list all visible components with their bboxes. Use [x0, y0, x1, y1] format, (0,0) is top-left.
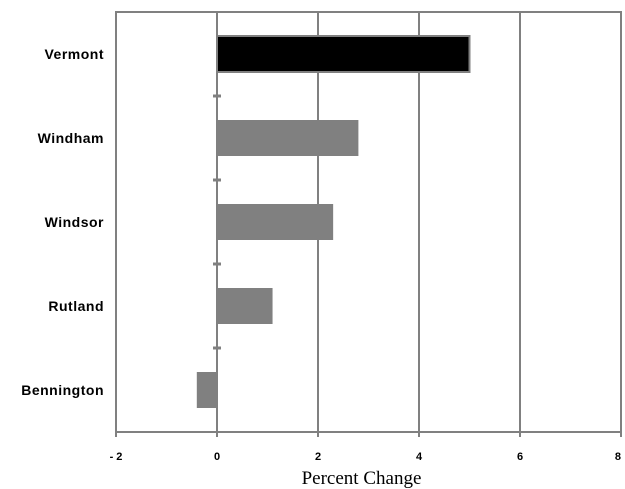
category-label-windsor: Windsor: [45, 214, 104, 230]
category-label-bennington: Bennington: [21, 382, 104, 398]
x-tick-label-1: 0: [214, 451, 220, 463]
bar-rutland: [217, 288, 273, 324]
bar-windham: [217, 120, 359, 156]
x-tick-label-3: 4: [416, 451, 423, 463]
bar-windsor: [217, 204, 334, 240]
bar-bennington: [196, 372, 217, 408]
x-tick-label-2: 2: [315, 451, 321, 463]
bar-vermont: [216, 35, 471, 73]
category-labels: Vermont Windham Windsor Rutland Bennington: [21, 46, 104, 398]
plot-frame: [115, 11, 622, 433]
category-label-rutland: Rutland: [48, 298, 104, 314]
category-label-windham: Windham: [38, 130, 104, 146]
x-tick-label-5: 8: [615, 451, 621, 463]
axis-ticks: [115, 94, 622, 437]
category-label-vermont: Vermont: [44, 46, 104, 62]
x-tick-label-0: - 2: [110, 451, 123, 463]
x-tick-label-4: 6: [517, 451, 523, 463]
x-tick-labels: - 2 0 2 4 6 8: [110, 451, 621, 463]
bars: [196, 35, 471, 408]
x-axis-title: Percent Change: [302, 468, 422, 489]
